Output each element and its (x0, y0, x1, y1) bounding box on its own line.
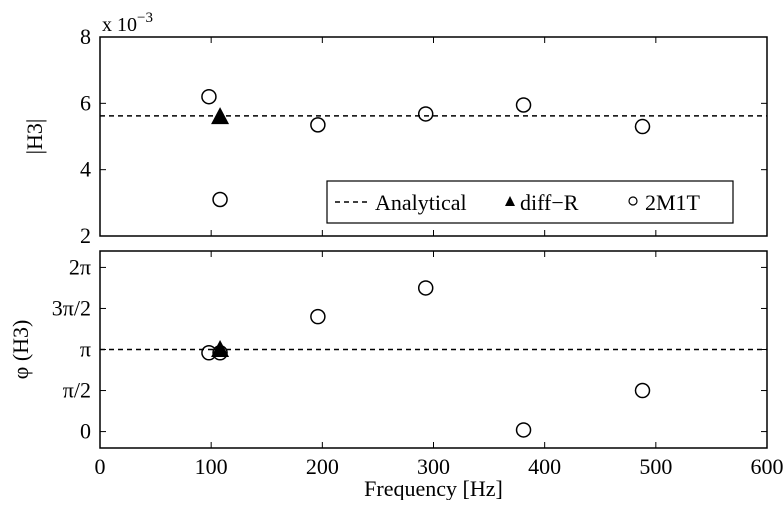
exponent-power: −3 (137, 10, 153, 26)
legend-label-diff-r: diff−R (520, 190, 579, 215)
y-tick-label: 6 (80, 90, 91, 115)
m1t-point (419, 281, 433, 295)
y-tick-label: 3π/2 (52, 295, 91, 320)
x-tick-label: 200 (306, 454, 339, 479)
x-axis-label: Frequency [Hz] (364, 476, 503, 500)
m1t-point (517, 98, 531, 112)
m1t-point (311, 118, 325, 132)
legend-label-2m1t: 2M1T (645, 190, 701, 215)
x-tick-label: 0 (95, 454, 106, 479)
m1t-point (213, 193, 227, 207)
legend-label-analytical: Analytical (375, 190, 467, 215)
y-tick-label: π (80, 337, 91, 362)
exponent-base: x 10 (102, 14, 137, 36)
m1t-point (517, 423, 531, 437)
y-axis-label: |H3| (22, 119, 47, 155)
x-tick-label: 400 (528, 454, 561, 479)
legend: Analytical diff−R 2M1T (327, 181, 733, 223)
x-tick-label: 500 (639, 454, 672, 479)
y-tick-label: 4 (80, 157, 91, 182)
m1t-point (311, 310, 325, 324)
y-axis-label: φ (H3) (8, 320, 33, 380)
y-tick-label: 0 (80, 419, 91, 444)
exponent-label: x 10−3 (102, 10, 153, 36)
x-tick-label: 600 (751, 454, 783, 479)
x-tick-label: 100 (195, 454, 228, 479)
y-tick-label: π/2 (63, 378, 91, 403)
y-tick-label: 2π (69, 254, 91, 279)
y-tick-label: 2 (80, 223, 91, 248)
y-tick-label: 8 (80, 24, 91, 49)
panel-magnitude: 2 4 6 8 |H3| x 10−3 Analytical diff−R 2M1T (22, 10, 767, 248)
m1t-point (635, 120, 649, 134)
m1t-point (419, 107, 433, 121)
m1t-point (202, 90, 216, 104)
m1t-point (635, 384, 649, 398)
